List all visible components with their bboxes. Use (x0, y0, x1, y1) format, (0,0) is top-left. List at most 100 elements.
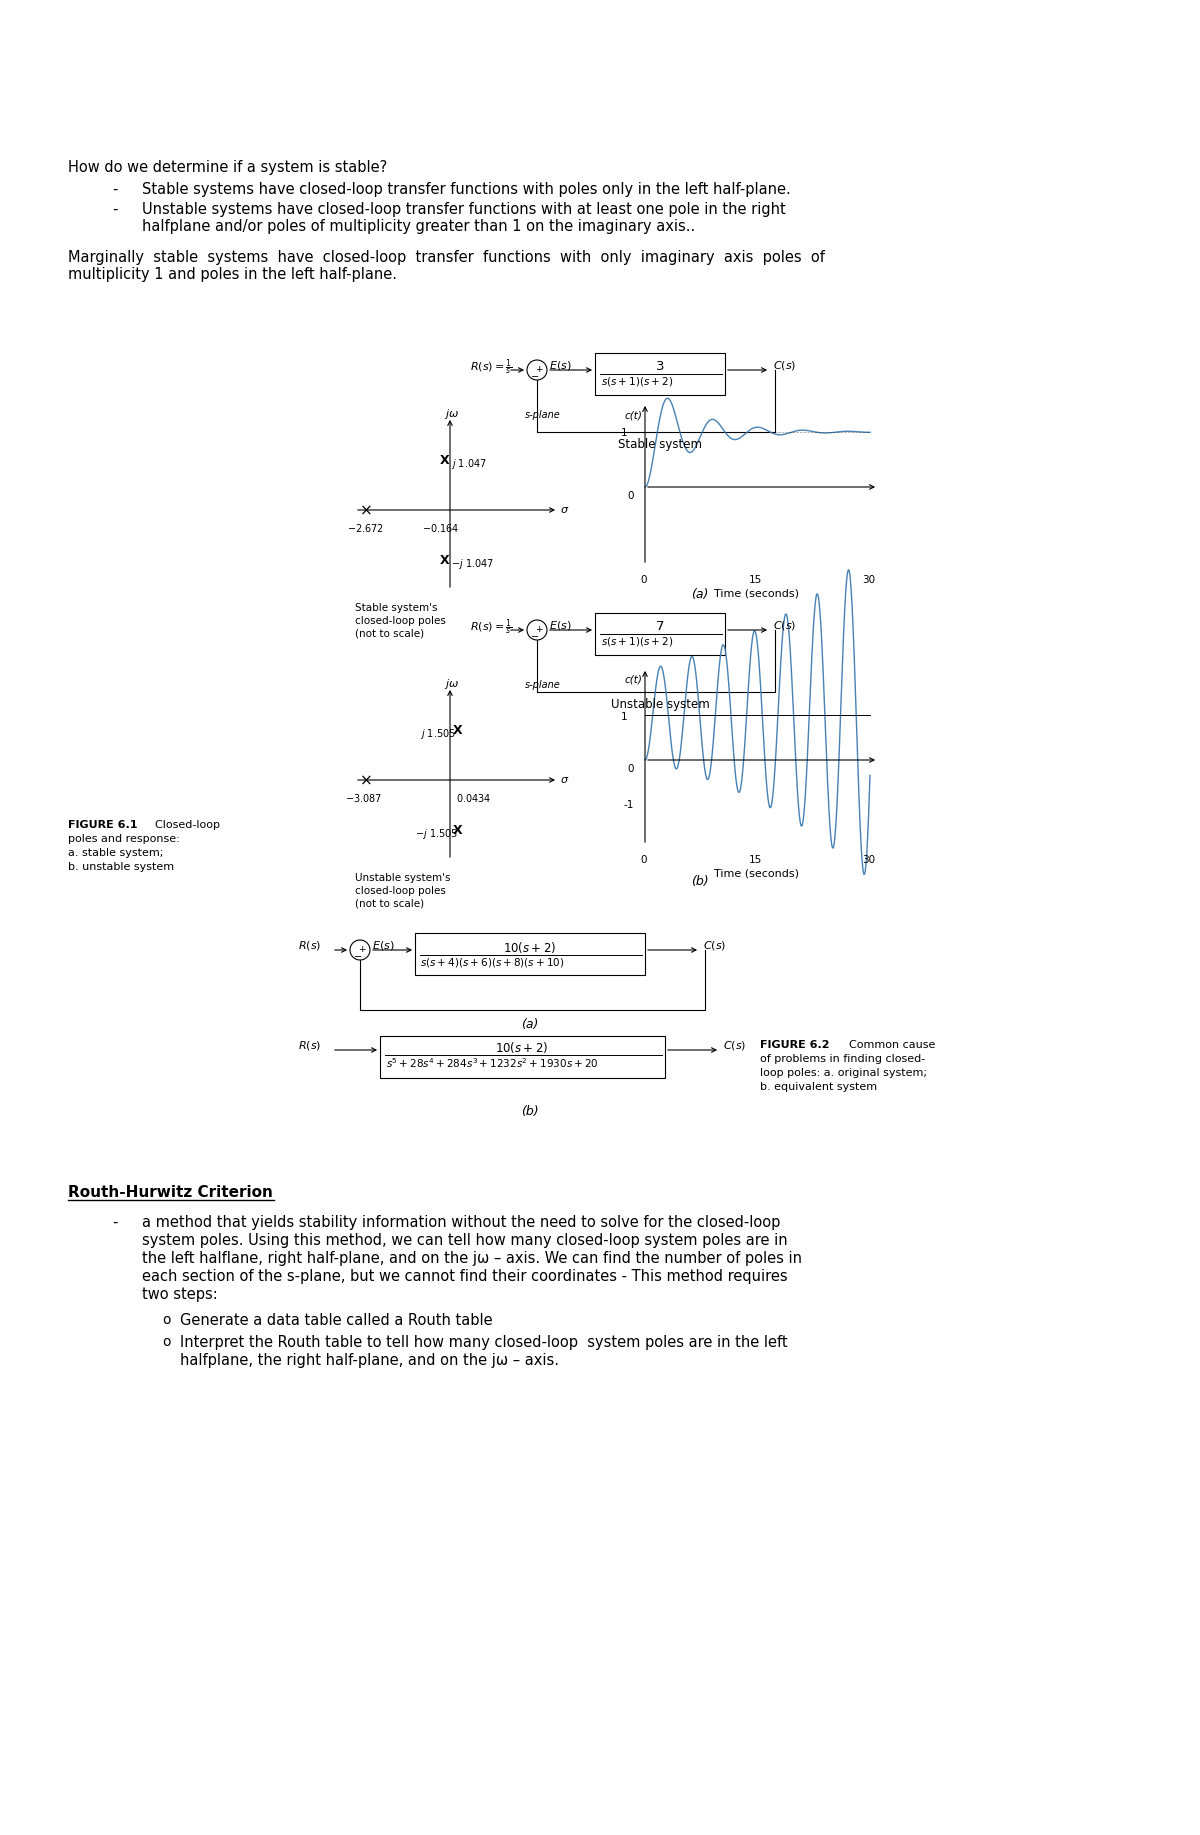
Text: How do we determine if a system is stable?: How do we determine if a system is stabl… (68, 160, 388, 174)
FancyBboxPatch shape (595, 613, 725, 655)
Text: +: + (535, 624, 542, 633)
Text: Marginally  stable  systems  have  closed-loop  transfer  functions  with  only : Marginally stable systems have closed-lo… (68, 250, 824, 264)
Text: $\times$: $\times$ (359, 773, 371, 787)
Text: s-plane: s-plane (526, 681, 560, 690)
Text: $10(s + 2)$: $10(s + 2)$ (496, 1040, 548, 1055)
Text: $s^5 + 28s^4 + 284s^3 + 1232s^2 + 1930s + 20$: $s^5 + 28s^4 + 284s^3 + 1232s^2 + 1930s … (386, 1055, 599, 1070)
Text: each section of the s-plane, but we cannot find their coordinates - This method : each section of the s-plane, but we cann… (142, 1270, 787, 1284)
Text: 0: 0 (628, 492, 634, 501)
Text: +: + (535, 365, 542, 374)
Text: $j\ 1.505$: $j\ 1.505$ (420, 727, 456, 741)
Text: 0: 0 (640, 574, 647, 585)
Text: -: - (112, 182, 118, 196)
Text: Unstable systems have closed-loop transfer functions with at least one pole in t: Unstable systems have closed-loop transf… (142, 202, 786, 217)
Text: system poles. Using this method, we can tell how many closed-loop system poles a: system poles. Using this method, we can … (142, 1233, 787, 1248)
Text: multiplicity 1 and poles in the left half-plane.: multiplicity 1 and poles in the left hal… (68, 268, 397, 283)
Text: $j\ 1.047$: $j\ 1.047$ (451, 457, 487, 472)
Text: b. equivalent system: b. equivalent system (760, 1083, 877, 1092)
Text: X: X (440, 453, 450, 466)
Text: $0.0434$: $0.0434$ (456, 793, 492, 804)
Text: $\sigma$: $\sigma$ (560, 774, 569, 785)
Text: a method that yields stability information without the need to solve for the clo: a method that yields stability informati… (142, 1215, 780, 1229)
Text: (b): (b) (691, 875, 709, 888)
Text: Time (seconds): Time (seconds) (714, 587, 799, 598)
Text: poles and response:: poles and response: (68, 833, 180, 844)
Text: the left halflane, right half-plane, and on the jω – axis. We can find the numbe: the left halflane, right half-plane, and… (142, 1251, 802, 1266)
Text: Unstable system's: Unstable system's (355, 873, 450, 883)
Text: Common cause: Common cause (842, 1040, 935, 1050)
Text: Unstable system: Unstable system (611, 697, 709, 710)
Text: 15: 15 (749, 855, 762, 864)
Text: (b): (b) (521, 1105, 539, 1118)
Text: Generate a data table called a Routh table: Generate a data table called a Routh tab… (180, 1314, 493, 1329)
Text: $-j\ 1.047$: $-j\ 1.047$ (451, 558, 494, 571)
Text: $-0.164$: $-0.164$ (422, 521, 460, 534)
Text: o: o (162, 1336, 170, 1349)
Text: $-j\ 1.505$: $-j\ 1.505$ (415, 828, 458, 840)
Text: $C(s)$: $C(s)$ (703, 940, 726, 952)
Text: $s(s +1)(s+ 2)$: $s(s +1)(s+ 2)$ (601, 635, 673, 648)
Text: of problems in finding closed-: of problems in finding closed- (760, 1053, 925, 1064)
Text: 7: 7 (655, 620, 665, 633)
Text: s-plane: s-plane (526, 409, 560, 420)
Text: $-3.087$: $-3.087$ (346, 793, 383, 804)
Text: a. stable system;: a. stable system; (68, 848, 163, 859)
Text: Routh-Hurwitz Criterion: Routh-Hurwitz Criterion (68, 1185, 272, 1200)
Text: two steps:: two steps: (142, 1286, 217, 1303)
Text: Stable system: Stable system (618, 439, 702, 451)
Text: X: X (440, 554, 450, 567)
Text: -: - (112, 1215, 118, 1229)
Text: (a): (a) (691, 587, 709, 602)
Text: 15: 15 (749, 574, 762, 585)
Text: FIGURE 6.2: FIGURE 6.2 (760, 1040, 829, 1050)
Text: halfplane, the right half-plane, and on the jω – axis.: halfplane, the right half-plane, and on … (180, 1352, 559, 1369)
Text: (not to scale): (not to scale) (355, 629, 424, 639)
Text: Closed-loop: Closed-loop (148, 820, 220, 829)
Text: −: − (354, 952, 362, 962)
Text: −: − (530, 373, 539, 382)
FancyBboxPatch shape (595, 352, 725, 395)
Text: $E(s)$: $E(s)$ (550, 360, 571, 373)
Text: $C(s)$: $C(s)$ (722, 1039, 746, 1051)
Text: $R(s)=\frac{1}{s}$: $R(s)=\frac{1}{s}$ (470, 358, 512, 378)
Text: -: - (112, 202, 118, 217)
Text: $10(s + 2)$: $10(s + 2)$ (504, 940, 557, 954)
Text: $\times$: $\times$ (359, 503, 371, 517)
Text: 30: 30 (862, 855, 875, 864)
Text: $\sigma$: $\sigma$ (560, 505, 569, 516)
Text: 1: 1 (622, 712, 628, 721)
Text: o: o (162, 1314, 170, 1327)
Text: $s(s +1)(s+ 2)$: $s(s +1)(s+ 2)$ (601, 374, 673, 387)
Text: 0: 0 (628, 763, 634, 774)
Text: Interpret the Routh table to tell how many closed-loop  system poles are in the : Interpret the Routh table to tell how ma… (180, 1336, 787, 1351)
Text: 1: 1 (622, 428, 628, 439)
Text: $-2.672$: $-2.672$ (347, 521, 384, 534)
Text: 30: 30 (862, 574, 875, 585)
Text: halfplane and/or poles of multiplicity greater than 1 on the imaginary axis..: halfplane and/or poles of multiplicity g… (142, 218, 695, 235)
Text: X: X (454, 723, 463, 736)
Text: Time (seconds): Time (seconds) (714, 868, 799, 877)
Text: $E(s)$: $E(s)$ (372, 940, 395, 952)
Text: loop poles: a. original system;: loop poles: a. original system; (760, 1068, 928, 1077)
Text: FIGURE 6.1: FIGURE 6.1 (68, 820, 138, 829)
Text: $R(s)$: $R(s)$ (298, 1039, 322, 1051)
Text: $C(s)$: $C(s)$ (773, 618, 797, 631)
Text: 3: 3 (655, 360, 665, 373)
FancyBboxPatch shape (415, 932, 646, 974)
Text: $E(s)$: $E(s)$ (550, 618, 571, 631)
Text: $j\omega$: $j\omega$ (444, 677, 460, 692)
Text: $R(s)=\frac{1}{s}$: $R(s)=\frac{1}{s}$ (470, 618, 512, 639)
Text: (a): (a) (521, 1018, 539, 1031)
Text: c(t): c(t) (625, 675, 643, 684)
Text: X: X (454, 824, 463, 837)
Text: $j\omega$: $j\omega$ (444, 407, 460, 420)
Text: $C(s)$: $C(s)$ (773, 360, 797, 373)
FancyBboxPatch shape (380, 1037, 665, 1077)
Text: 0: 0 (640, 855, 647, 864)
Text: −: − (530, 631, 539, 642)
Text: closed-loop poles: closed-loop poles (355, 617, 446, 626)
Text: Stable systems have closed-loop transfer functions with poles only in the left h: Stable systems have closed-loop transfer… (142, 182, 791, 196)
Text: -1: -1 (623, 800, 634, 809)
Text: b. unstable system: b. unstable system (68, 862, 174, 872)
Text: Stable system's: Stable system's (355, 604, 438, 613)
